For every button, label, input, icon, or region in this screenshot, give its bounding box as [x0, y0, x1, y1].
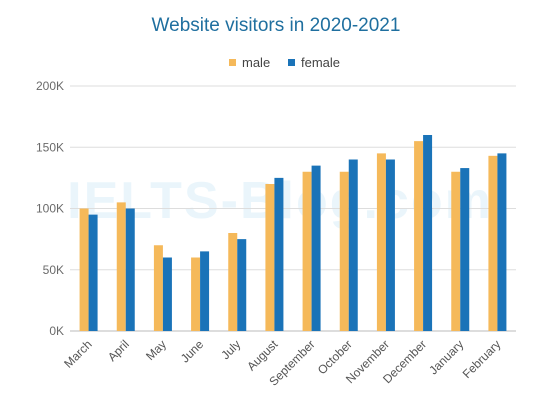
bar-female-february [497, 153, 507, 331]
bar-male-july [228, 233, 238, 331]
bar-female-march [88, 214, 98, 331]
bar-male-january [451, 171, 461, 331]
bar-male-may [153, 245, 163, 331]
x-tick-label: August [244, 337, 281, 374]
legend-label-male: male [242, 55, 270, 70]
bar-male-september [302, 171, 312, 331]
x-tick-label: April [105, 337, 132, 364]
bar-female-june [200, 251, 210, 331]
x-tick-label: February [460, 337, 504, 381]
bar-female-january [460, 168, 470, 331]
bar-male-june [191, 257, 201, 331]
legend: male female [229, 55, 340, 70]
x-tick-label: May [143, 337, 169, 363]
bars [79, 135, 507, 331]
y-axis-ticks: 0K 50K 100K 150K 200K [36, 79, 64, 338]
x-tick-label: March [61, 337, 94, 370]
bar-female-november [385, 159, 395, 331]
bar-female-december [423, 135, 433, 331]
x-axis-ticks: March April May June July AugustSeptemberOcto… [61, 337, 503, 389]
legend-swatch-male [229, 59, 236, 66]
bar-male-december [414, 141, 424, 331]
y-tick-label: 200K [36, 79, 64, 93]
gridlines [70, 85, 516, 332]
y-tick-label: 0K [49, 324, 64, 338]
y-tick-label: 150K [36, 140, 64, 154]
y-tick-label: 50K [43, 263, 64, 277]
bar-male-november [376, 153, 386, 331]
y-tick-label: 100K [36, 202, 64, 216]
bar-female-october [348, 159, 358, 331]
bar-male-march [79, 208, 89, 331]
legend-swatch-female [288, 59, 295, 66]
bar-male-february [488, 155, 498, 331]
x-tick-label: July [218, 337, 243, 362]
bar-female-september [311, 165, 321, 331]
x-tick-label: June [178, 337, 207, 366]
chart-title: Website visitors in 2020-2021 [152, 15, 401, 36]
legend-label-female: female [301, 55, 340, 70]
bar-male-august [265, 184, 275, 331]
bar-female-april [125, 208, 135, 331]
bar-female-july [237, 239, 247, 331]
bar-female-august [274, 177, 284, 331]
bar-female-may [162, 257, 172, 331]
bar-male-april [116, 202, 126, 331]
bar-male-october [339, 171, 349, 331]
